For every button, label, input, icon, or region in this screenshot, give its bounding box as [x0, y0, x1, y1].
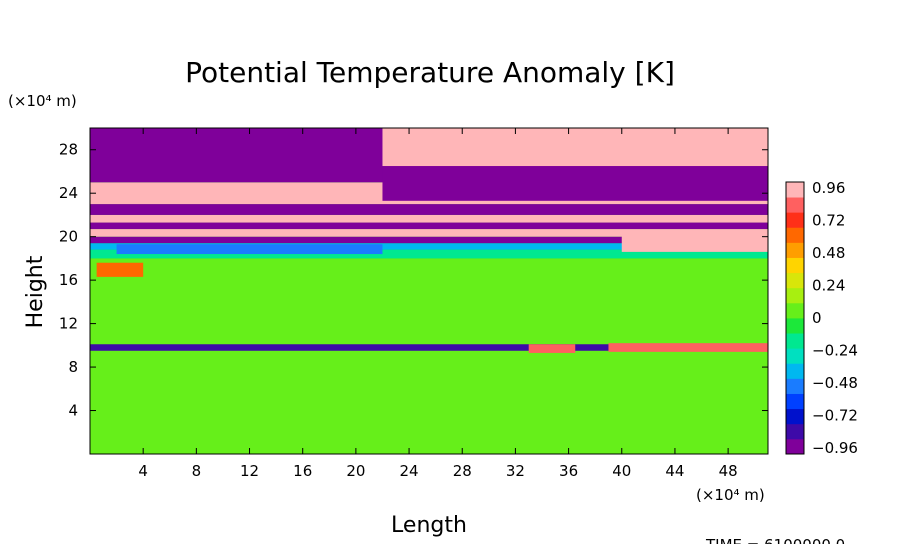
heatmap-feature — [90, 344, 768, 351]
colorbar-tick-label: 0.96 — [812, 179, 845, 197]
x-tick-label: 12 — [240, 462, 259, 480]
colorbar-cell — [786, 272, 804, 289]
colorbar-cell — [786, 438, 804, 455]
heatmap-feature — [608, 343, 768, 352]
y-tick-label: 24 — [59, 184, 78, 202]
colorbar-cell — [786, 363, 804, 379]
heatmap-band — [90, 258, 768, 346]
colorbar-cell — [786, 212, 804, 228]
colorbar-cell — [786, 302, 804, 319]
colorbar-cell — [786, 242, 804, 258]
x-tick-label: 36 — [559, 462, 578, 480]
heatmap-band — [90, 229, 768, 237]
plot-frame — [89, 127, 769, 455]
colorbar-tick-label: −0.72 — [812, 407, 858, 425]
colorbar-cell — [786, 333, 804, 349]
colorbar-frame — [785, 181, 805, 455]
colorbar: 0.96 0.72 0.48 0.24 0 −0.24 −0.48 −0.72 −0.96 — [785, 179, 858, 457]
colorbar-cell — [786, 227, 804, 243]
colorbar-tick-label: 0.48 — [812, 244, 845, 262]
heatmap-feature — [528, 344, 576, 353]
colorbar-tick-label: −0.48 — [812, 374, 858, 392]
heatmap-band — [90, 243, 768, 250]
x-tick-label: 8 — [192, 462, 202, 480]
y-tick-label: 8 — [68, 358, 78, 376]
y-tick-label: 20 — [59, 228, 78, 246]
heatmap-band — [90, 222, 768, 230]
y-tick-label: 28 — [59, 141, 78, 159]
colorbar-tick-label: 0 — [812, 309, 822, 327]
x-tick-label: 48 — [719, 462, 738, 480]
colorbar-cell — [786, 393, 804, 410]
x-tick-label: 40 — [612, 462, 631, 480]
y-tick-label: 12 — [59, 315, 78, 333]
y-unit-label: (×10⁴ m) — [8, 92, 77, 110]
colorbar-cell — [786, 378, 804, 394]
heatmap-feature — [382, 128, 768, 167]
x-tick-label: 28 — [453, 462, 472, 480]
heatmap-feature — [382, 166, 768, 201]
x-tick-label: 44 — [665, 462, 684, 480]
colorbar-cell — [786, 318, 804, 334]
colorbar-cell — [786, 348, 804, 364]
heatmap-band — [90, 204, 768, 215]
y-axis-label: Height — [23, 255, 48, 328]
heatmap-feature — [621, 235, 768, 252]
colorbar-tick-label: 0.72 — [812, 212, 845, 230]
x-tick-label: 16 — [293, 462, 312, 480]
x-tick-label: 4 — [138, 462, 148, 480]
time-label: TIME = 6100000.0 — [705, 536, 845, 544]
plot-area — [90, 128, 768, 454]
heatmap-band — [90, 249, 768, 259]
heatmap-feature — [96, 262, 144, 277]
heatmap-band — [90, 236, 768, 244]
x-tick-label: 32 — [506, 462, 525, 480]
heatmap-band — [90, 214, 768, 223]
x-axis-label: Length — [391, 513, 467, 538]
heatmap-feature — [116, 244, 383, 255]
x-tick-label: 24 — [400, 462, 419, 480]
colorbar-cell — [786, 287, 804, 304]
colorbar-cell — [786, 408, 804, 425]
colorbar-cell — [786, 423, 804, 440]
y-tick-label: 4 — [68, 402, 78, 420]
y-tick-label: 16 — [59, 271, 78, 289]
chart-title: Potential Temperature Anomaly [K] — [185, 56, 675, 89]
colorbar-tick-label: −0.24 — [812, 342, 858, 360]
colorbar-cell — [786, 257, 804, 274]
colorbar-tick-label: −0.96 — [812, 439, 858, 457]
heatmap-band — [90, 349, 768, 454]
colorbar-cell — [786, 182, 804, 198]
colorbar-tick-label: 0.24 — [812, 277, 845, 295]
x-unit-label: (×10⁴ m) — [696, 486, 765, 504]
x-tick-label: 20 — [346, 462, 365, 480]
colorbar-cell — [786, 197, 804, 213]
